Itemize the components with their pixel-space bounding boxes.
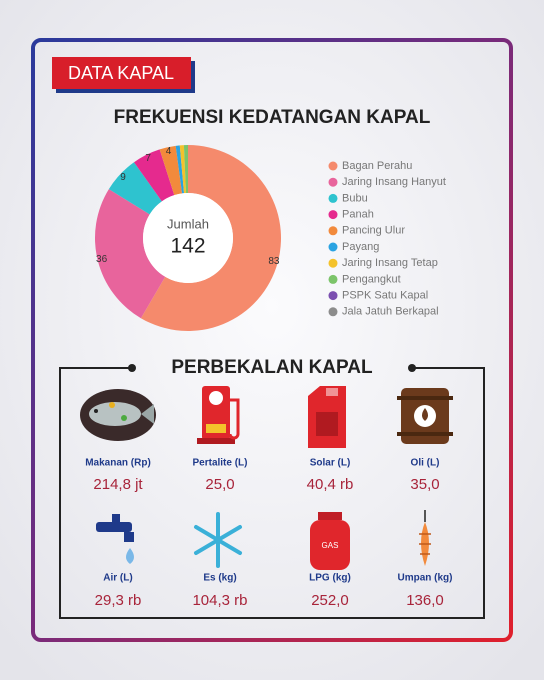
center-label: Jumlah [167,216,209,231]
donut-hole [143,193,233,283]
supply-label: Oli (L) [411,458,440,469]
badge-text: DATA KAPAL [68,63,174,83]
supply-value: 252,0 [311,592,349,609]
legend-label: Bubu [342,192,368,204]
legend-marker [328,210,338,220]
slice [179,145,187,194]
chart-title: FREKUENSI KEDATANGAN KAPAL [114,107,431,128]
legend-label: PSPK Satu Kapal [342,290,428,302]
legend-marker [328,226,338,236]
legend-label: Pancing Ulur [342,225,405,237]
legend-label: Jaring Insang Hanyut [342,176,446,188]
supplies-title: PERBEKALAN KAPAL [171,357,373,378]
legend: Bagan Perahu Jaring Insang Hanyut Bubu Pana… [328,160,446,318]
slice-label: 36 [96,254,108,265]
supplies: Makanan (Rp) 214,8 jt Pertalite (L) 25,0 Sol… [85,458,452,609]
slice-label: 9 [120,172,126,183]
slice [140,145,281,331]
slice [134,149,175,202]
legend-marker [328,161,338,171]
legend-label: Bagan Perahu [342,160,412,172]
supply-value: 29,3 rb [95,592,142,609]
legend-marker [328,193,338,203]
slice [175,145,185,194]
icon-text: GAS [322,541,339,550]
slice-label: 83 [268,256,280,267]
supply-label: LPG (kg) [309,573,351,584]
donut-chart: 83 36 9 7 4 [94,145,281,331]
slice [94,189,166,319]
legend-marker [328,177,338,187]
legend-label: Pengangkut [342,273,401,285]
legend-label: Jaring Insang Tetap [342,257,438,269]
supply-value: 104,3 rb [192,592,247,609]
legend-marker [328,307,338,317]
supply-label: Pertalite (L) [192,458,247,469]
dot [128,364,136,372]
supply-label: Umpan (kg) [398,573,453,584]
supply-value: 35,0 [410,476,439,493]
icon-jerrycan [308,386,346,448]
icon-fuel [197,386,240,444]
legend-marker [328,291,338,301]
supply-value: 25,0 [205,476,234,493]
slice [159,145,183,196]
supply-value: 40,4 rb [307,476,354,493]
supply-label: Makanan (Rp) [85,458,151,469]
icon-water [96,514,134,564]
frame [31,38,513,642]
legend-label: Panah [342,209,374,221]
supply-value: 214,8 jt [93,476,143,493]
icon-bait [419,510,431,566]
badge [52,57,191,89]
slice-label: 4 [166,146,172,157]
icon-food [80,389,156,441]
icon-lpg: GAS [310,512,350,570]
supply-label: Es (kg) [203,573,236,584]
legend-marker [328,242,338,252]
legend-label: Jala Jatuh Berkapal [342,306,439,318]
legend-label: Payang [342,241,379,253]
legend-marker [328,274,338,284]
slice [183,145,188,194]
supply-value: 136,0 [406,592,444,609]
icon-oil-barrel [397,388,453,444]
slice-label: 7 [145,153,151,164]
icon-ice [194,512,242,568]
slice [108,162,162,215]
supply-label: Solar (L) [310,458,351,469]
total: 142 [170,235,205,258]
dot [408,364,416,372]
supplies-box [59,367,485,619]
legend-marker [328,258,338,268]
supply-label: Air (L) [103,573,132,584]
